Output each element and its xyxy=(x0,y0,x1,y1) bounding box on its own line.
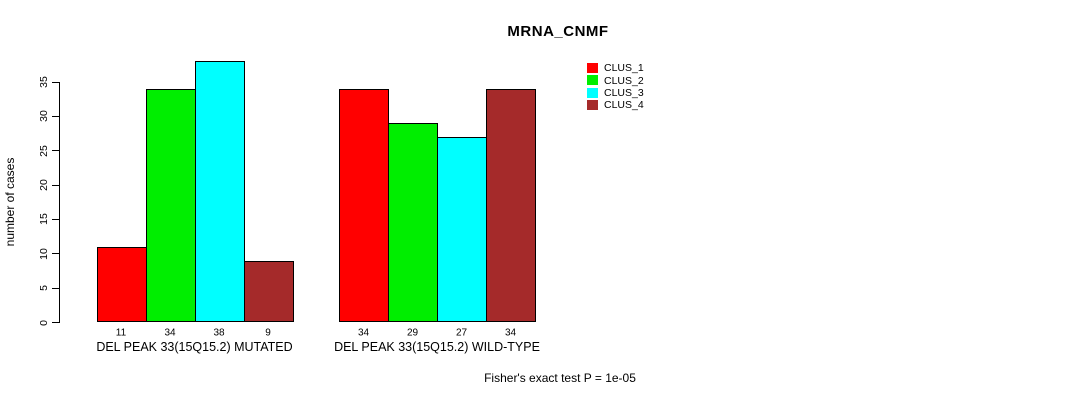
bar xyxy=(486,88,536,323)
y-axis-tick xyxy=(52,287,60,289)
y-tick-label: 5 xyxy=(37,285,50,292)
bar-value-label: 9 xyxy=(265,327,271,338)
legend-label: CLUS_4 xyxy=(604,99,644,112)
y-tick-label: 15 xyxy=(37,213,50,226)
bar-value-label: 34 xyxy=(164,327,176,338)
bar-value-label: 34 xyxy=(357,327,370,338)
y-tick-label: 20 xyxy=(37,179,50,191)
y-axis-tick xyxy=(52,184,60,186)
y-axis-tick xyxy=(52,115,60,117)
y-axis-title: number of cases xyxy=(3,157,17,247)
legend-label: CLUS_2 xyxy=(604,74,644,87)
legend-swatch xyxy=(587,87,598,98)
legend-swatch xyxy=(587,100,598,111)
legend-label: CLUS_3 xyxy=(604,87,644,100)
y-axis-tick xyxy=(52,253,60,255)
bar xyxy=(194,61,245,323)
chart-title: MRNA_CNMF xyxy=(507,23,609,40)
bar xyxy=(243,260,294,323)
bar xyxy=(339,88,389,323)
legend-swatch xyxy=(587,75,598,86)
y-axis-tick xyxy=(52,322,60,323)
bar-value-label: 27 xyxy=(455,327,468,338)
y-axis-tick xyxy=(52,81,60,83)
y-axis-tick xyxy=(52,218,60,220)
legend-swatch xyxy=(587,63,598,73)
chart-footnote: Fisher's exact test P = 1e-05 xyxy=(484,371,636,385)
y-axis-tick xyxy=(52,150,60,152)
bar-value-label: 34 xyxy=(504,327,517,338)
bar-value-label: 11 xyxy=(115,327,127,338)
bar xyxy=(388,123,438,323)
y-tick-label: 10 xyxy=(37,247,50,260)
bar xyxy=(145,88,196,323)
legend-label: CLUS_1 xyxy=(604,62,644,75)
group-label: DEL PEAK 33(15Q15.2) MUTATED xyxy=(96,340,293,354)
y-axis-line xyxy=(59,82,60,323)
y-tick-label: 0 xyxy=(37,319,50,326)
group-label: DEL PEAK 33(15Q15.2) WILD-TYPE xyxy=(334,340,540,354)
bar xyxy=(96,246,147,323)
bar xyxy=(437,136,487,323)
bar-value-label: 38 xyxy=(213,327,225,338)
bar-value-label: 29 xyxy=(406,327,419,338)
y-tick-label: 35 xyxy=(37,76,50,88)
y-tick-label: 30 xyxy=(37,110,50,123)
y-tick-label: 25 xyxy=(37,144,50,157)
